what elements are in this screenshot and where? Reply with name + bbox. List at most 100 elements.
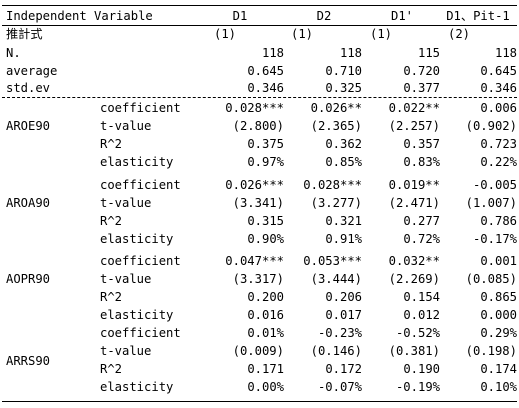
estimation-d1-pit: (2)	[448, 27, 471, 41]
column-header-d2: D2	[316, 9, 332, 23]
column-header-d1-pit: D1、Pit-1	[446, 9, 510, 23]
stat-value: 0.315	[247, 214, 284, 228]
stat-label: t-value	[100, 119, 152, 133]
stat-label: R^2	[100, 362, 123, 376]
stat-value: (0.009)	[232, 344, 284, 358]
stat-value: 0.017	[325, 308, 362, 322]
stat-value: -0.52%	[395, 326, 440, 340]
stat-value: (3.444)	[310, 272, 362, 286]
stat-label: t-value	[100, 196, 152, 210]
stat-value: 0.019**	[388, 178, 440, 192]
stat-label: R^2	[100, 290, 123, 304]
stat-value: 0.206	[325, 290, 362, 304]
group-label-aopr90: AOPR90	[6, 272, 51, 286]
stat-value: 0.01%	[247, 326, 284, 340]
stat-label: elasticity	[100, 308, 174, 322]
summary-divider	[2, 97, 517, 98]
estimation-d1-prime: (1)	[370, 27, 393, 41]
stat-value: 0.90%	[247, 232, 284, 246]
stat-value: -0.005	[472, 178, 517, 192]
stat-value: 0.006	[480, 101, 517, 115]
stat-value: (0.085)	[465, 272, 517, 286]
stat-value: 0.012	[403, 308, 440, 322]
summary-cell: 115	[417, 46, 440, 60]
summary-cell: 118	[261, 46, 284, 60]
summary-cell: 0.346	[247, 81, 284, 95]
stat-value: (0.902)	[465, 119, 517, 133]
header-rule	[2, 25, 517, 26]
stat-value: 0.016	[247, 308, 284, 322]
stat-label: R^2	[100, 214, 123, 228]
stat-value: 0.200	[247, 290, 284, 304]
estimation-label: 推計式	[6, 27, 43, 41]
stat-label: t-value	[100, 272, 152, 286]
stat-value: -0.07%	[317, 380, 362, 394]
summary-cell: 0.645	[480, 64, 517, 78]
stat-value: (3.277)	[310, 196, 362, 210]
stat-value: (2.257)	[388, 119, 440, 133]
estimation-d1: (1)	[214, 27, 237, 41]
stat-value: 0.028***	[303, 178, 362, 192]
summary-cell: 0.377	[403, 81, 440, 95]
bottom-rule	[2, 401, 517, 402]
stat-value: 0.29%	[480, 326, 517, 340]
stat-label: elasticity	[100, 232, 174, 246]
stat-value: 0.000	[480, 308, 517, 322]
stat-value: 0.047***	[225, 254, 284, 268]
stat-value: (0.146)	[310, 344, 362, 358]
summary-cell: 118	[494, 46, 517, 60]
stat-label: coefficient	[100, 326, 181, 340]
column-header-d1-prime: D1'	[390, 9, 413, 23]
summary-cell: 0.710	[325, 64, 362, 78]
stat-label: coefficient	[100, 254, 181, 268]
group-label-aroe90: AROE90	[6, 119, 51, 133]
estimation-d2: (1)	[291, 27, 314, 41]
stat-value: (1.007)	[465, 196, 517, 210]
stat-value: 0.032**	[388, 254, 440, 268]
summary-cell: 0.720	[403, 64, 440, 78]
stat-value: 0.723	[480, 137, 517, 151]
stat-value: 0.375	[247, 137, 284, 151]
stat-label: coefficient	[100, 178, 181, 192]
summary-row-label: average	[6, 64, 58, 78]
summary-cell: 0.645	[247, 64, 284, 78]
summary-row-label: std.ev	[6, 81, 51, 95]
stat-value: 0.83%	[403, 155, 440, 169]
summary-cell: 0.346	[480, 81, 517, 95]
summary-cell: 118	[339, 46, 362, 60]
stat-value: -0.19%	[395, 380, 440, 394]
stat-value: 0.001	[480, 254, 517, 268]
stat-value: 0.865	[480, 290, 517, 304]
stat-value: 0.786	[480, 214, 517, 228]
stat-value: (2.800)	[232, 119, 284, 133]
stat-label: R^2	[100, 137, 123, 151]
group-label-aroa90: AROA90	[6, 196, 51, 210]
column-header-d1: D1	[232, 9, 248, 23]
stat-label: t-value	[100, 344, 152, 358]
stat-value: 0.174	[480, 362, 517, 376]
stat-value: 0.022**	[388, 101, 440, 115]
stat-value: 0.321	[325, 214, 362, 228]
stat-value: (0.381)	[388, 344, 440, 358]
stat-value: 0.171	[247, 362, 284, 376]
stat-value: (3.317)	[232, 272, 284, 286]
stat-value: 0.362	[325, 137, 362, 151]
stat-value: 0.22%	[480, 155, 517, 169]
stat-value: 0.028***	[225, 101, 284, 115]
stat-value: 0.357	[403, 137, 440, 151]
stat-value: 0.172	[325, 362, 362, 376]
top-rule	[2, 5, 517, 6]
stat-value: 0.154	[403, 290, 440, 304]
stat-value: -0.23%	[317, 326, 362, 340]
stat-value: 0.91%	[325, 232, 362, 246]
stat-value: (3.341)	[232, 196, 284, 210]
stat-label: elasticity	[100, 155, 174, 169]
stat-value: 0.190	[403, 362, 440, 376]
stat-label: elasticity	[100, 380, 174, 394]
stat-value: 0.277	[403, 214, 440, 228]
stat-value: 0.026***	[225, 178, 284, 192]
independent-variable-header: Independent Variable	[6, 9, 153, 23]
stat-value: 0.10%	[480, 380, 517, 394]
summary-cell: 0.325	[325, 81, 362, 95]
